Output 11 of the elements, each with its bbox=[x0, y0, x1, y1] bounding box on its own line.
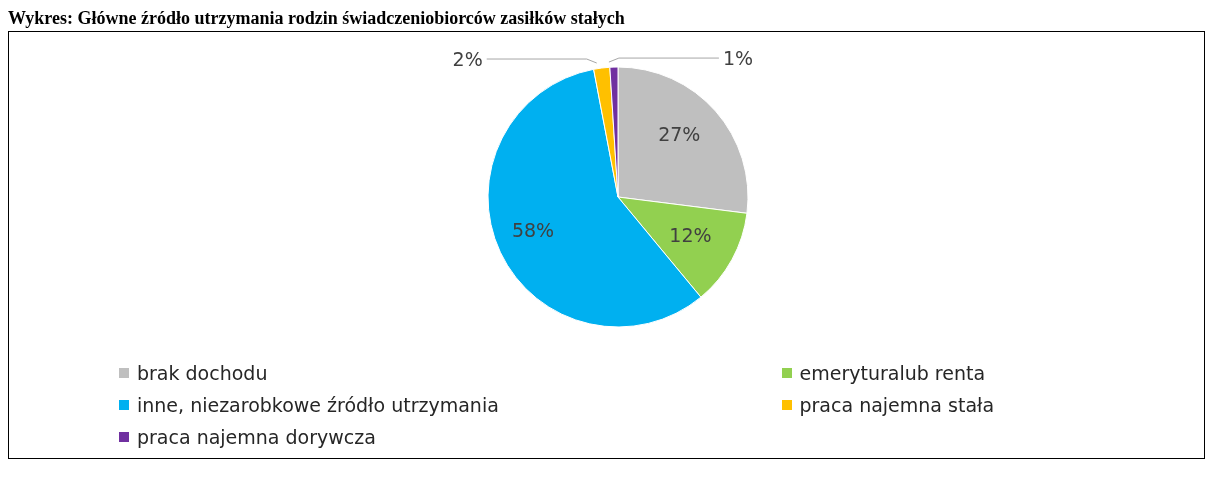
legend-label: praca najemna dorywcza bbox=[137, 426, 376, 448]
legend-label: praca najemna stała bbox=[799, 394, 995, 416]
chart-title: Wykres: Główne źródło utrzymania rodzin świadczeniobiorców zasiłków stałych bbox=[8, 8, 626, 29]
data-label: 2% bbox=[452, 48, 483, 71]
data-label: 12% bbox=[669, 223, 712, 246]
data-label: 1% bbox=[722, 47, 754, 70]
data-label: 27% bbox=[658, 122, 701, 145]
legend-label: emeryturalub renta bbox=[799, 362, 986, 384]
data-label: 58% bbox=[511, 218, 555, 241]
legend-label: inne, niezarobkowe źródło utrzymania bbox=[137, 394, 499, 416]
legend-label: brak dochodu bbox=[137, 362, 268, 384]
